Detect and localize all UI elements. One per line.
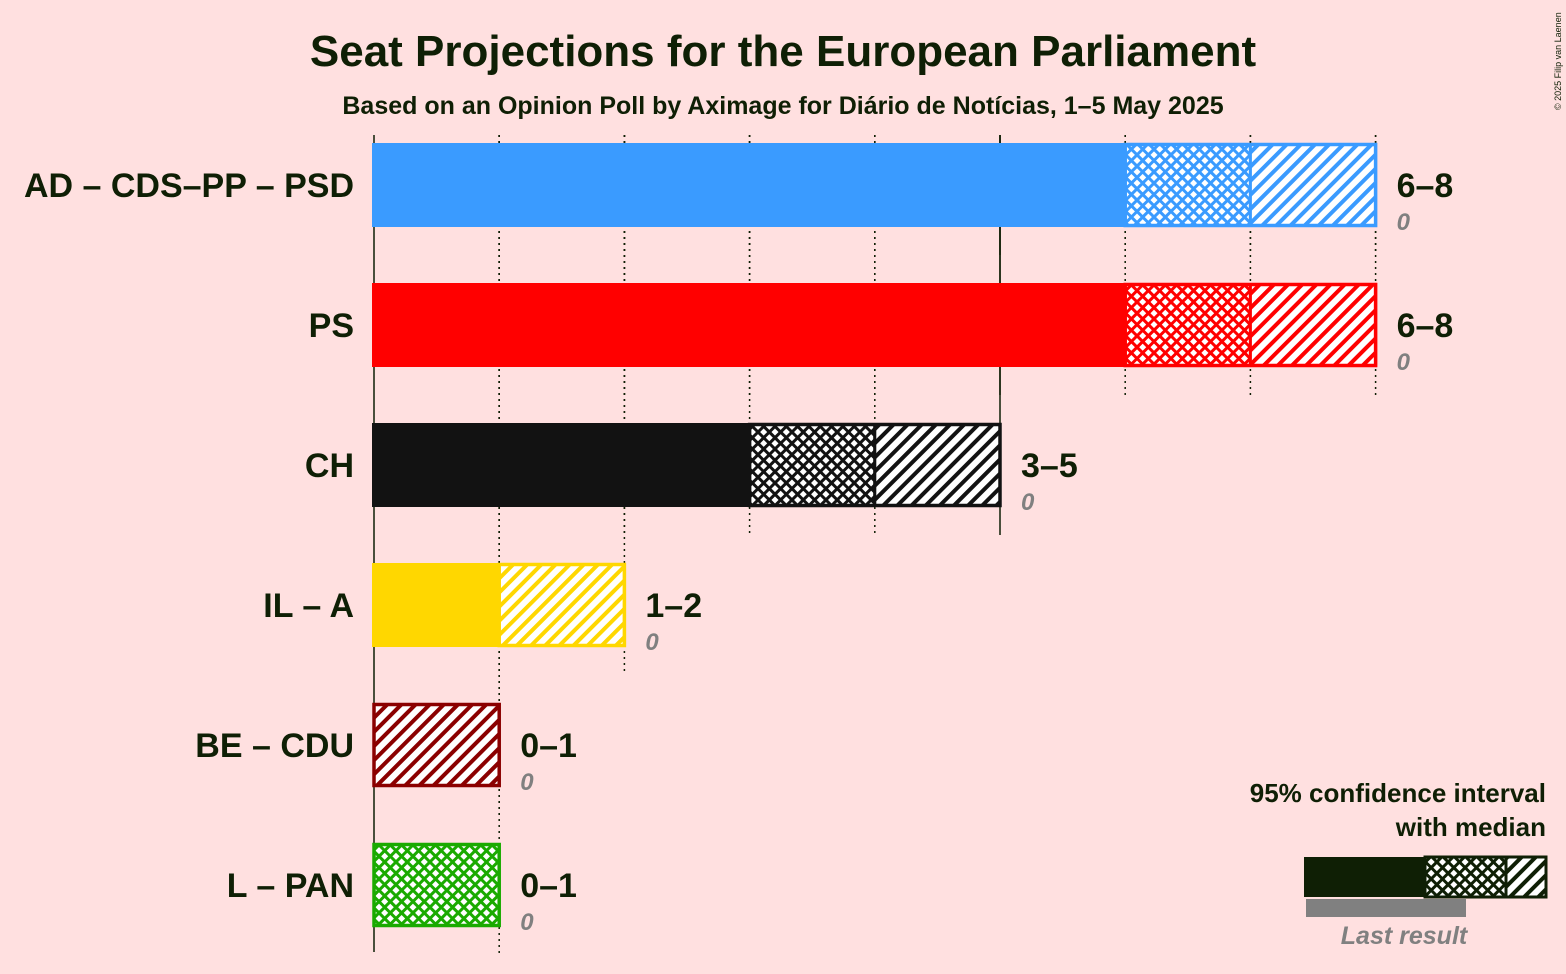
party-label: AD – CDS–PP – PSD xyxy=(24,167,354,205)
legend-crosshatch-swatch xyxy=(1423,855,1508,899)
legend-last-result-label: Last result xyxy=(1341,922,1469,950)
chart-subtitle: Based on an Opinion Poll by Aximage for … xyxy=(342,92,1223,120)
bar-ci-outline xyxy=(1123,282,1378,368)
range-label: 1–2 xyxy=(645,587,702,625)
party-row: IL – A 1–2 0 xyxy=(263,562,702,656)
party-row: PS 6–8 0 xyxy=(309,282,1454,376)
bar-ci-upper xyxy=(1248,143,1378,227)
range-label: 3–5 xyxy=(1021,447,1078,485)
legend: 95% confidence interval with median Last… xyxy=(1250,778,1548,950)
party-row: AD – CDS–PP – PSD 6–8 0 xyxy=(24,142,1454,236)
range-label: 0–1 xyxy=(520,867,577,905)
bar-ci-upper xyxy=(372,703,501,787)
copyright-notice: © 2025 Filip van Laenen xyxy=(1553,12,1563,110)
range-label: 6–8 xyxy=(1397,167,1454,205)
bar-solid xyxy=(372,143,1126,227)
legend-hatch-swatch xyxy=(1504,855,1548,899)
bar-solid xyxy=(372,423,750,507)
last-result-label: 0 xyxy=(1021,489,1035,516)
range-label: 6–8 xyxy=(1397,307,1454,345)
range-label: 0–1 xyxy=(520,727,577,765)
bar-ci-upper xyxy=(497,563,626,647)
party-label: L – PAN xyxy=(227,867,354,905)
last-result-label: 0 xyxy=(1397,349,1411,376)
grid-lines xyxy=(373,135,1377,955)
bar-ci-upper xyxy=(873,423,1002,507)
bar-ci-outline xyxy=(372,842,501,928)
party-label: BE – CDU xyxy=(195,727,354,765)
last-result-label: 0 xyxy=(645,629,659,656)
bar-ci-lower xyxy=(1123,143,1252,227)
legend-median-label: with median xyxy=(1395,812,1546,842)
bar-solid xyxy=(372,283,1126,367)
last-result-label: 0 xyxy=(520,909,534,936)
bar-ci-lower xyxy=(748,423,877,507)
bar-ci-lower xyxy=(372,843,501,927)
party-label: IL – A xyxy=(263,587,354,625)
party-label: CH xyxy=(305,447,354,485)
party-row: CH 3–5 0 xyxy=(305,422,1078,516)
bar-ci-upper xyxy=(1248,283,1378,367)
last-result-label: 0 xyxy=(1397,209,1411,236)
legend-solid-swatch xyxy=(1304,857,1425,897)
bar-ci-outline xyxy=(497,562,627,648)
bar-ci-outline xyxy=(372,702,501,788)
legend-last-result-swatch xyxy=(1306,899,1466,917)
bar-ci-lower xyxy=(1123,283,1252,367)
bar-solid xyxy=(372,563,500,647)
last-result-label: 0 xyxy=(520,769,534,796)
legend-ci-label: 95% confidence interval xyxy=(1250,778,1546,808)
bars-group: AD – CDS–PP – PSD 6–8 0 PS 6–8 0 CH 3–5 0 IL – A 1… xyxy=(24,142,1454,936)
party-row: BE – CDU 0–1 0 xyxy=(195,702,577,796)
chart-title: Seat Projections for the European Parlia… xyxy=(310,27,1257,76)
party-row: L – PAN 0–1 0 xyxy=(227,842,577,936)
bar-ci-outline xyxy=(1123,142,1378,228)
party-label: PS xyxy=(309,307,354,345)
bar-ci-outline xyxy=(747,422,1002,508)
